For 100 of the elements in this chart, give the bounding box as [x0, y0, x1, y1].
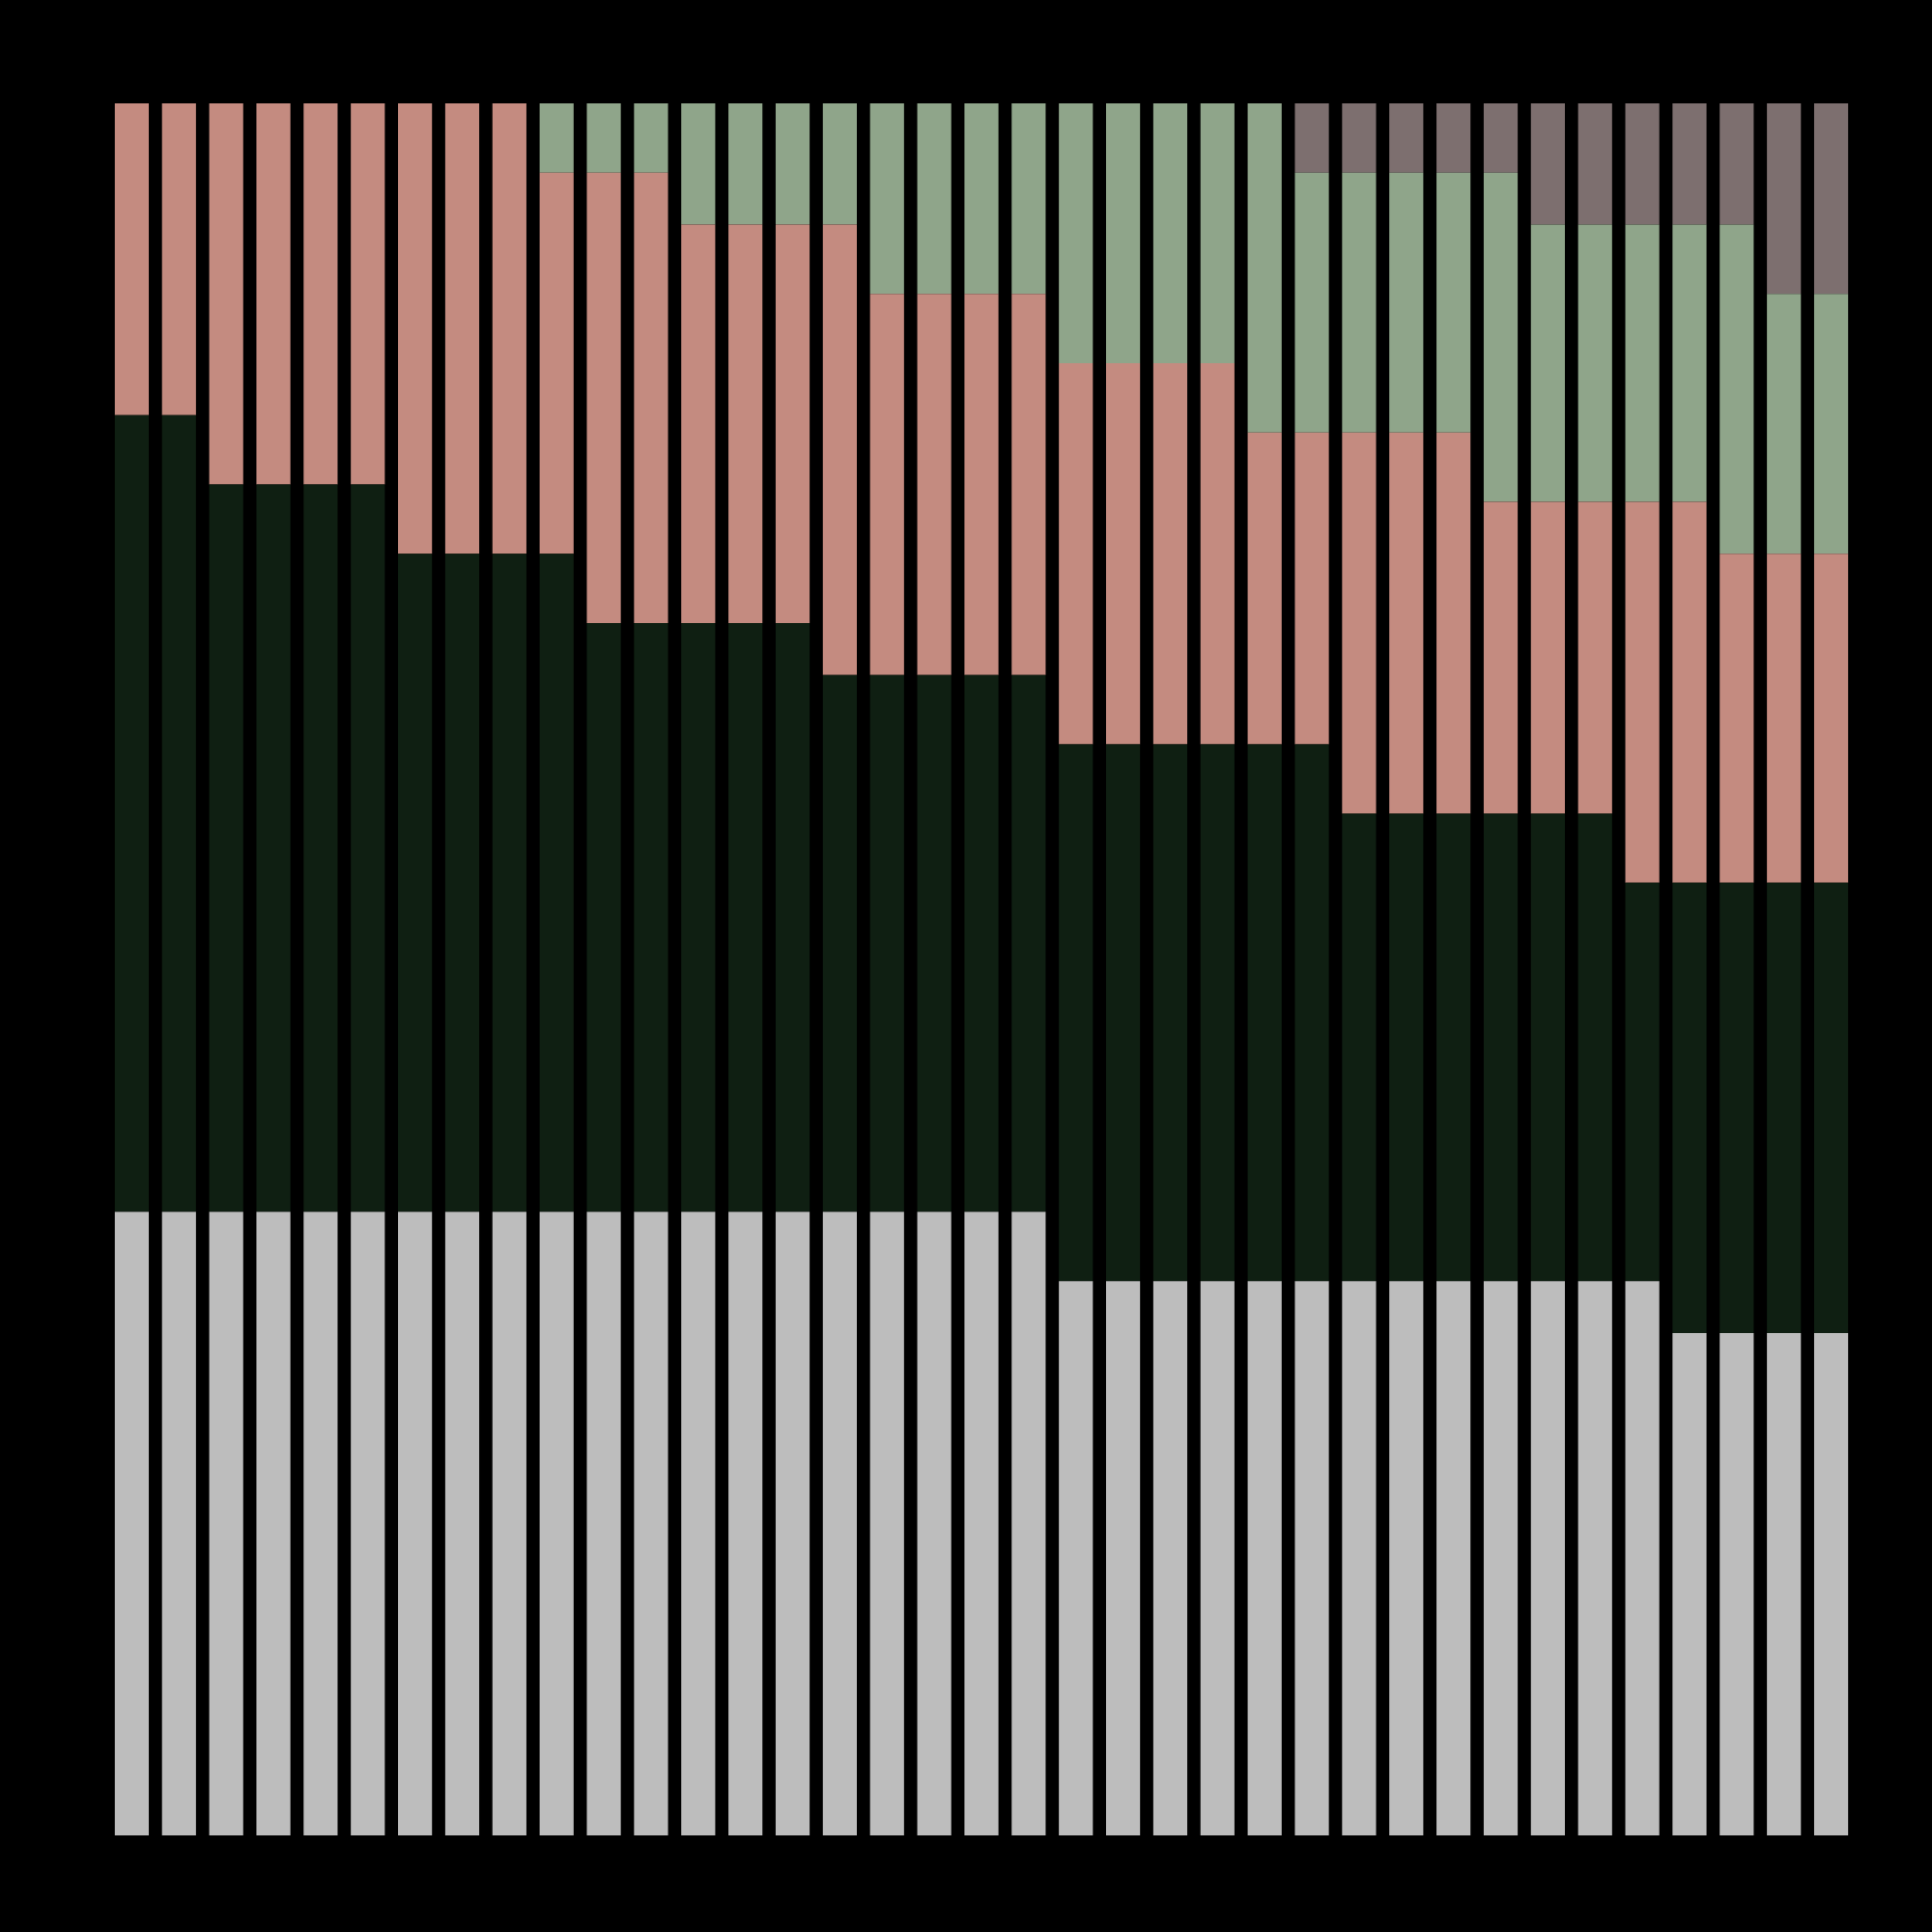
bar	[539, 1211, 574, 1835]
bar	[492, 103, 526, 554]
bar	[303, 484, 338, 1212]
bar	[1719, 103, 1754, 225]
bar	[1813, 882, 1849, 1334]
bar	[444, 554, 480, 1212]
bar	[1247, 1281, 1282, 1835]
bar	[1106, 1281, 1141, 1835]
bar	[634, 1211, 668, 1835]
bar	[1719, 554, 1754, 883]
bar	[964, 674, 999, 1212]
bar	[917, 1211, 952, 1835]
bar	[1152, 362, 1188, 745]
bar	[114, 414, 150, 1212]
bar	[1483, 103, 1519, 173]
bar	[586, 172, 621, 623]
bar	[586, 1211, 621, 1835]
bar	[1625, 882, 1660, 1282]
bar	[1247, 103, 1282, 433]
bar	[1106, 744, 1141, 1282]
bar	[1059, 103, 1094, 363]
bar	[728, 622, 763, 1212]
bar	[1767, 882, 1802, 1334]
bar	[1342, 432, 1377, 814]
bar	[1625, 501, 1660, 883]
bar	[1200, 362, 1235, 745]
bar	[586, 103, 621, 173]
bar	[1152, 103, 1188, 363]
bar	[869, 294, 904, 675]
bar	[822, 103, 857, 225]
bar	[1767, 103, 1802, 295]
bar	[1247, 432, 1282, 745]
bar	[351, 103, 385, 485]
bar	[351, 484, 385, 1212]
bar	[1530, 813, 1565, 1282]
bar	[1059, 744, 1094, 1282]
bar	[1011, 294, 1046, 675]
bar	[1813, 103, 1849, 295]
bar	[634, 622, 668, 1212]
bar	[1483, 172, 1519, 502]
bar	[1294, 172, 1329, 433]
bar	[1813, 1333, 1849, 1835]
bar	[444, 1211, 480, 1835]
bar	[634, 172, 668, 623]
bar	[1011, 674, 1046, 1212]
bar	[1294, 1281, 1329, 1835]
bar	[775, 224, 810, 623]
bar	[1342, 172, 1377, 433]
bar	[1530, 501, 1565, 814]
bar	[1106, 362, 1141, 745]
bar	[917, 674, 952, 1212]
bar	[1342, 813, 1377, 1282]
bar	[256, 103, 291, 485]
bar	[1767, 554, 1802, 883]
bar	[1389, 103, 1424, 173]
bar	[161, 1211, 196, 1835]
bar	[1059, 362, 1094, 745]
bar	[1389, 1281, 1424, 1835]
bar	[1436, 1281, 1471, 1835]
bar	[398, 103, 433, 554]
bar	[728, 224, 763, 623]
bar	[1719, 882, 1754, 1334]
bar	[1011, 103, 1046, 295]
bar	[539, 103, 574, 173]
bar	[1200, 1281, 1235, 1835]
bar	[1577, 813, 1612, 1282]
bar	[822, 1211, 857, 1835]
bar	[256, 1211, 291, 1835]
bar	[1342, 1281, 1377, 1835]
bar	[1389, 172, 1424, 433]
bar	[1672, 501, 1707, 883]
bar	[398, 1211, 433, 1835]
bar	[1200, 744, 1235, 1282]
bar	[1767, 294, 1802, 554]
bar	[161, 414, 196, 1212]
bar	[869, 674, 904, 1212]
bar	[1011, 1211, 1046, 1835]
bar	[1625, 1281, 1660, 1835]
bar	[1767, 1333, 1802, 1835]
bar	[1577, 501, 1612, 814]
bar	[1389, 432, 1424, 814]
bar	[964, 103, 999, 295]
bar	[681, 1211, 716, 1835]
bar	[869, 103, 904, 295]
bar	[728, 103, 763, 225]
bar	[728, 1211, 763, 1835]
bar	[303, 1211, 338, 1835]
bar	[114, 1211, 150, 1835]
bar	[256, 484, 291, 1212]
bar	[1436, 813, 1471, 1282]
bar	[1577, 1281, 1612, 1835]
bar	[1672, 103, 1707, 225]
bar	[1672, 224, 1707, 502]
bar	[1389, 813, 1424, 1282]
bar	[1106, 103, 1141, 363]
bar	[539, 172, 574, 554]
bar	[775, 103, 810, 225]
bar	[1152, 1281, 1188, 1835]
bar	[1436, 103, 1471, 173]
bar	[1530, 1281, 1565, 1835]
